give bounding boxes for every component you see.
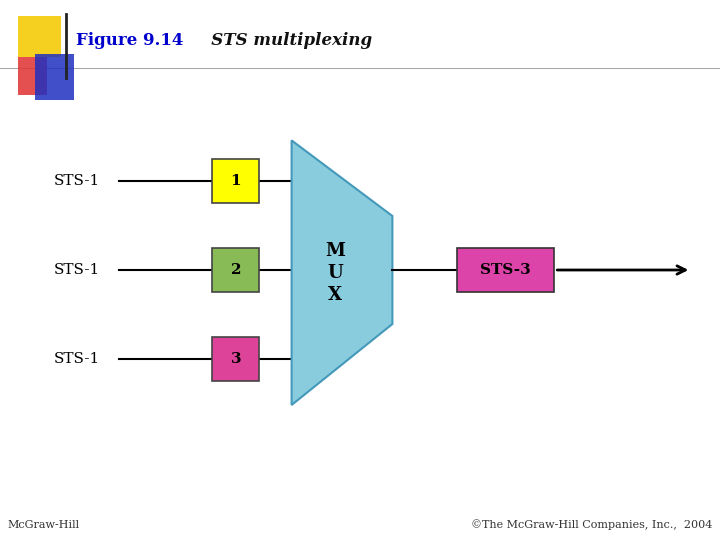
Text: STS multiplexing: STS multiplexing [194,32,372,49]
Text: M
U
X: M U X [325,241,345,304]
Text: 3: 3 [230,352,241,366]
FancyBboxPatch shape [212,248,259,292]
Text: STS-1: STS-1 [54,352,100,366]
Text: 2: 2 [230,263,241,277]
Text: STS-1: STS-1 [54,263,100,277]
FancyBboxPatch shape [18,57,47,94]
Text: 1: 1 [230,174,241,188]
Text: McGraw-Hill: McGraw-Hill [7,520,79,530]
FancyBboxPatch shape [212,337,259,381]
Text: STS-1: STS-1 [54,174,100,188]
Text: Figure 9.14: Figure 9.14 [76,32,183,49]
FancyBboxPatch shape [18,16,61,57]
FancyBboxPatch shape [35,54,74,100]
FancyBboxPatch shape [457,248,554,292]
Polygon shape [292,140,392,405]
Text: ©The McGraw-Hill Companies, Inc.,  2004: ©The McGraw-Hill Companies, Inc., 2004 [472,519,713,530]
FancyBboxPatch shape [212,159,259,203]
Text: STS-3: STS-3 [480,263,531,277]
